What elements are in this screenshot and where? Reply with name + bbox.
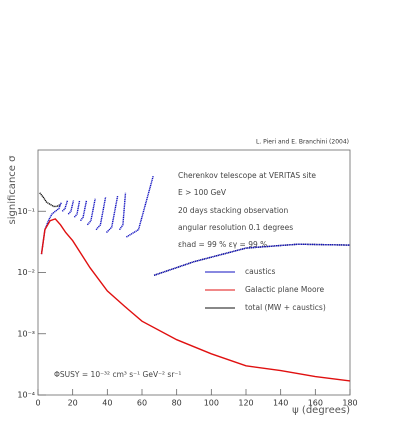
credit: L. Pieri and E. Branchini (2004) — [256, 139, 349, 146]
x-tick-label: 40 — [102, 399, 112, 408]
series-line — [40, 175, 351, 276]
y-tick-label: 10⁻³ — [17, 329, 35, 338]
x-tick-label: 20 — [68, 399, 78, 408]
x-tick-label: 100 — [204, 399, 219, 408]
x-tick-label: 140 — [273, 399, 288, 408]
x-tick-label: 180 — [342, 399, 357, 408]
annotation: εhad = 99 % εγ = 99 % — [178, 240, 267, 249]
legend-label: caustics — [245, 267, 276, 276]
x-axis-title: ψ (degrees) — [292, 405, 350, 416]
x-tick-label: 60 — [137, 399, 147, 408]
plot-frame — [37, 149, 351, 396]
annotation: Cherenkov telescope at VERITAS site — [178, 171, 316, 180]
annotation: 20 days stacking observation — [178, 206, 289, 215]
annotation: E > 100 GeV — [178, 188, 227, 197]
legend-label: total (MW + caustics) — [245, 303, 326, 312]
annotation: ΦSUSY = 10⁻³² cm³ s⁻¹ GeV⁻² sr⁻¹ — [54, 370, 181, 379]
y-tick-label: 10⁻² — [17, 268, 35, 277]
y-tick-label: 10⁻⁴ — [17, 391, 35, 400]
x-tick-label: 0 — [35, 399, 40, 408]
legend-label: Galactic plane Moore — [245, 285, 325, 294]
y-axis-title: significance σ — [7, 155, 18, 225]
x-tick-label: 120 — [238, 399, 253, 408]
x-tick-label: 80 — [172, 399, 182, 408]
series-line — [40, 218, 351, 382]
annotation: angular resolution 0.1 degrees — [178, 223, 293, 232]
x-tick-label: 160 — [308, 399, 323, 408]
y-tick-label: 10⁻¹ — [17, 207, 35, 216]
